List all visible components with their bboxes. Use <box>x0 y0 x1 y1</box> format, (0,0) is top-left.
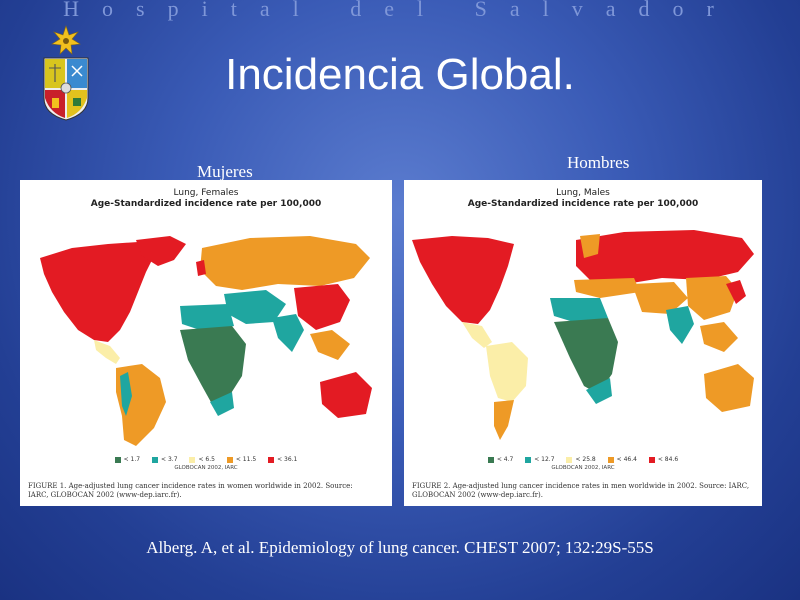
women-map-title: Lung, Females Age-Standardized incidence… <box>20 188 392 210</box>
legend-swatch <box>268 456 275 463</box>
men-panel-label: Hombres <box>567 153 630 172</box>
legend-item: < 25.8 <box>566 456 596 463</box>
legend-label: < 1.7 <box>123 456 141 463</box>
legend-swatch <box>152 456 159 463</box>
legend-item: < 3.7 <box>152 456 178 463</box>
australia-region <box>704 364 754 412</box>
south-america-region <box>486 342 528 402</box>
legend-swatch <box>226 456 233 463</box>
southern-cone-region <box>494 400 514 440</box>
legend-item: < 6.5 <box>189 456 215 463</box>
north-america-region <box>40 242 158 342</box>
legend-label: < 46.4 <box>616 456 637 463</box>
women-map-source: GLOBOCAN 2002, IARC <box>174 465 238 471</box>
university-crest-logo <box>43 25 89 121</box>
india-region <box>272 314 304 352</box>
men-world-map <box>412 230 754 440</box>
men-map-panel: Lung, Males Age-Standardized incidence r… <box>404 180 762 506</box>
men-map-source: GLOBOCAN 2002, IARC <box>551 465 615 471</box>
legend-label: < 25.8 <box>575 456 596 463</box>
legend-swatch <box>487 456 494 463</box>
legend-swatch <box>648 456 655 463</box>
star-emblem-icon <box>51 25 81 55</box>
citation-text: Alberg. A, et al. Epidemiology of lung c… <box>146 538 654 557</box>
mediterranean-region <box>574 278 640 298</box>
southeast-asia-region <box>310 330 350 360</box>
central-africa-region <box>554 318 618 394</box>
central-america-region <box>94 340 120 364</box>
china-region <box>686 276 738 320</box>
legend-label: < 4.7 <box>496 456 514 463</box>
legend-label: < 6.5 <box>198 456 215 463</box>
southeast-asia-region <box>700 322 738 352</box>
men-map-title-line1: Lung, Males <box>556 188 610 198</box>
legend-swatch <box>566 456 573 463</box>
legend-label: < 36.1 <box>277 456 298 463</box>
central-america-region <box>462 322 492 348</box>
europe-russia-region <box>576 230 754 284</box>
shield-icon <box>43 57 89 121</box>
legend-item: < 36.1 <box>268 456 297 463</box>
china-region <box>294 284 350 330</box>
legend-item: < 11.5 <box>226 456 257 463</box>
hospital-header: Hospital del Salvador <box>63 0 737 21</box>
north-africa-region <box>180 304 234 332</box>
legend-item: < 4.7 <box>487 456 514 463</box>
west-asia-region <box>632 282 688 314</box>
legend-swatch <box>607 456 614 463</box>
legend-swatch <box>189 456 196 463</box>
india-region <box>666 306 694 344</box>
women-map-title-line2: Age-Standardized incidence rate per 100,… <box>90 199 322 209</box>
men-map-title: Lung, Males Age-Standardized incidence r… <box>404 188 762 210</box>
legend-swatch <box>525 456 532 463</box>
east-asia-region <box>726 280 746 304</box>
west-asia-region <box>224 290 286 324</box>
scandinavia-region <box>580 234 600 258</box>
southern-africa-region <box>210 392 234 416</box>
legend-item: < 1.7 <box>114 456 141 463</box>
women-figure-caption: FIGURE 1. Age-adjusted lung cancer incid… <box>28 482 353 499</box>
north-america-region <box>412 236 514 324</box>
legend-label: < 84.6 <box>657 456 679 463</box>
men-legend: < 4.7 < 12.7 < 25.8 < 46.4 < 84.6 <box>404 456 762 463</box>
women-panel-label: Mujeres <box>197 162 253 181</box>
australia-region <box>320 372 372 418</box>
men-figure-caption: FIGURE 2. Age-adjusted lung cancer incid… <box>412 482 750 499</box>
north-africa-region <box>550 298 608 324</box>
legend-label: < 3.7 <box>161 456 178 463</box>
women-map-title-line1: Lung, Females <box>173 188 239 198</box>
women-world-map <box>40 236 372 446</box>
legend-label: < 12.7 <box>534 456 555 463</box>
slide-title: Incidencia Global. <box>225 50 575 99</box>
andes-region <box>120 372 132 416</box>
uk-region <box>196 260 206 276</box>
legend-item: < 46.4 <box>607 456 637 463</box>
legend-item: < 84.6 <box>648 456 679 463</box>
europe-russia-region <box>200 236 370 290</box>
legend-item: < 12.7 <box>525 456 555 463</box>
greenland-region <box>136 236 186 266</box>
men-map-title-line2: Age-Standardized incidence rate per 100,… <box>467 199 699 209</box>
women-map-panel: Lung, Females Age-Standardized incidence… <box>20 180 392 506</box>
legend-label: < 11.5 <box>235 456 257 463</box>
central-africa-region <box>180 326 246 404</box>
women-legend: < 1.7 < 3.7 < 6.5 < 11.5 < 36.1 <box>20 456 392 463</box>
southern-africa-region <box>586 378 612 404</box>
legend-swatch <box>114 456 121 463</box>
